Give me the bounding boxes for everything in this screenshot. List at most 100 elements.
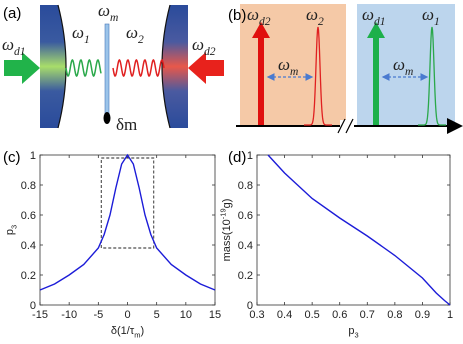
drive-label: ωd1 (2, 35, 26, 58)
y-axis-label: p3 (4, 225, 18, 235)
label-part: ω (306, 5, 318, 24)
y-tick-label: 0.8 (238, 180, 253, 192)
x-tick-label: 0.6 (332, 309, 347, 321)
resonance-peak (418, 26, 446, 126)
panel-label: (c) (3, 149, 21, 166)
label-part: p (348, 325, 354, 337)
mirror-surface (161, 4, 171, 129)
spacing-label: ωm (393, 55, 413, 78)
y-tick-label: 0 (247, 300, 253, 312)
mirror-left (40, 5, 66, 128)
data-line (267, 154, 451, 306)
y-tick-label: 0.6 (21, 210, 36, 222)
mirror-right (162, 5, 188, 128)
x-tick-label: 15 (209, 309, 221, 321)
label-part: mass(10 (221, 219, 233, 261)
label-part: ω (362, 5, 374, 24)
membrane (104, 23, 110, 115)
label-part: ω (247, 5, 259, 24)
label-part: 1 (84, 33, 90, 46)
x-tick-label: -10 (61, 309, 77, 321)
y-tick-label: 0 (30, 300, 36, 312)
x-tick-label: -15 (32, 309, 48, 321)
label-part: 2 (138, 33, 144, 46)
label-part: ω (192, 35, 204, 54)
label-part: m (405, 65, 413, 78)
wave-right (112, 59, 165, 77)
label-part: 2 (318, 15, 324, 28)
label-part: ) (140, 325, 144, 337)
y-tick-label: 0.4 (21, 240, 36, 252)
label-part: d1 (374, 15, 386, 28)
plot-frame (256, 154, 451, 306)
label-part: d2 (259, 15, 271, 28)
x-tick-label: 1 (447, 309, 453, 321)
x-tick-label: 10 (180, 309, 192, 321)
label-part: g) (221, 199, 233, 209)
drive-line-red (252, 22, 270, 125)
y-tick-label: 1 (247, 150, 253, 162)
x-tick-label: 0.3 (249, 309, 264, 321)
label-part: 1 (434, 15, 440, 28)
panel-label: (b) (228, 7, 246, 24)
x-tick-label: 0 (124, 309, 130, 321)
data-line (39, 153, 216, 291)
y-tick-label: 0.4 (238, 240, 253, 252)
label-part: ω (278, 55, 290, 74)
wave-left (65, 59, 102, 77)
y-tick-label: 1 (30, 150, 36, 162)
x-tick-label: -5 (93, 309, 103, 321)
panel-label: (d) (228, 149, 246, 166)
mode-label: ω2 (306, 5, 324, 28)
drive-arrow-right (188, 52, 224, 84)
x-axis-label: p3 (348, 325, 358, 339)
x-tick-label: 5 (154, 309, 160, 321)
spacing-label: ωm (278, 55, 298, 78)
label-part: 3 (9, 225, 18, 229)
mode-label: ω2 (126, 23, 144, 46)
label-part: ω (422, 5, 434, 24)
y-tick-label: 0.6 (238, 210, 253, 222)
axis-break (345, 118, 354, 134)
plot-frame (39, 154, 216, 306)
label-part: -19 (219, 208, 228, 219)
drive-label: ωd2 (192, 35, 216, 58)
panel-label: (a) (3, 5, 21, 22)
label-part: ω (72, 23, 84, 42)
drive-label: ωd1 (362, 5, 386, 28)
mass (103, 112, 111, 124)
x-tick-label: 0.7 (360, 309, 375, 321)
y-tick-label: 0.2 (238, 270, 253, 282)
x-tick-label: 0.9 (415, 309, 430, 321)
label-part: p (4, 229, 16, 235)
mode-label: ω1 (422, 5, 440, 28)
x-axis-label: δ(1/τm) (111, 325, 144, 339)
drive-arrow-left (4, 52, 40, 84)
label-part: m (134, 330, 140, 339)
label-part: δ(1/τ (111, 325, 135, 337)
x-tick-label: 0.4 (277, 309, 292, 321)
label-part: ω (126, 23, 138, 42)
label-part: m (110, 11, 118, 24)
x-tick-label: 0.8 (387, 309, 402, 321)
label-part: ω (98, 1, 110, 20)
drive-label: ωd2 (247, 5, 271, 28)
label-part: 3 (354, 330, 358, 339)
highlight-box (100, 157, 155, 249)
y-tick-label: 0.8 (21, 180, 36, 192)
label-part: ω (393, 55, 405, 74)
mirror-surface (57, 4, 67, 129)
label-part: d1 (14, 45, 26, 58)
label-part: ω (2, 35, 14, 54)
y-axis-label: mass(10-19g) (219, 199, 233, 262)
band-left (240, 4, 346, 126)
y-tick-label: 0.2 (21, 270, 36, 282)
label-part: m (290, 65, 298, 78)
label-part: d2 (204, 45, 216, 58)
mechanical-label: ωm (98, 1, 118, 24)
mass-label: δm (116, 115, 137, 134)
x-tick-label: 0.5 (304, 309, 319, 321)
axis-break (337, 118, 346, 134)
drive-line-green (367, 22, 385, 125)
